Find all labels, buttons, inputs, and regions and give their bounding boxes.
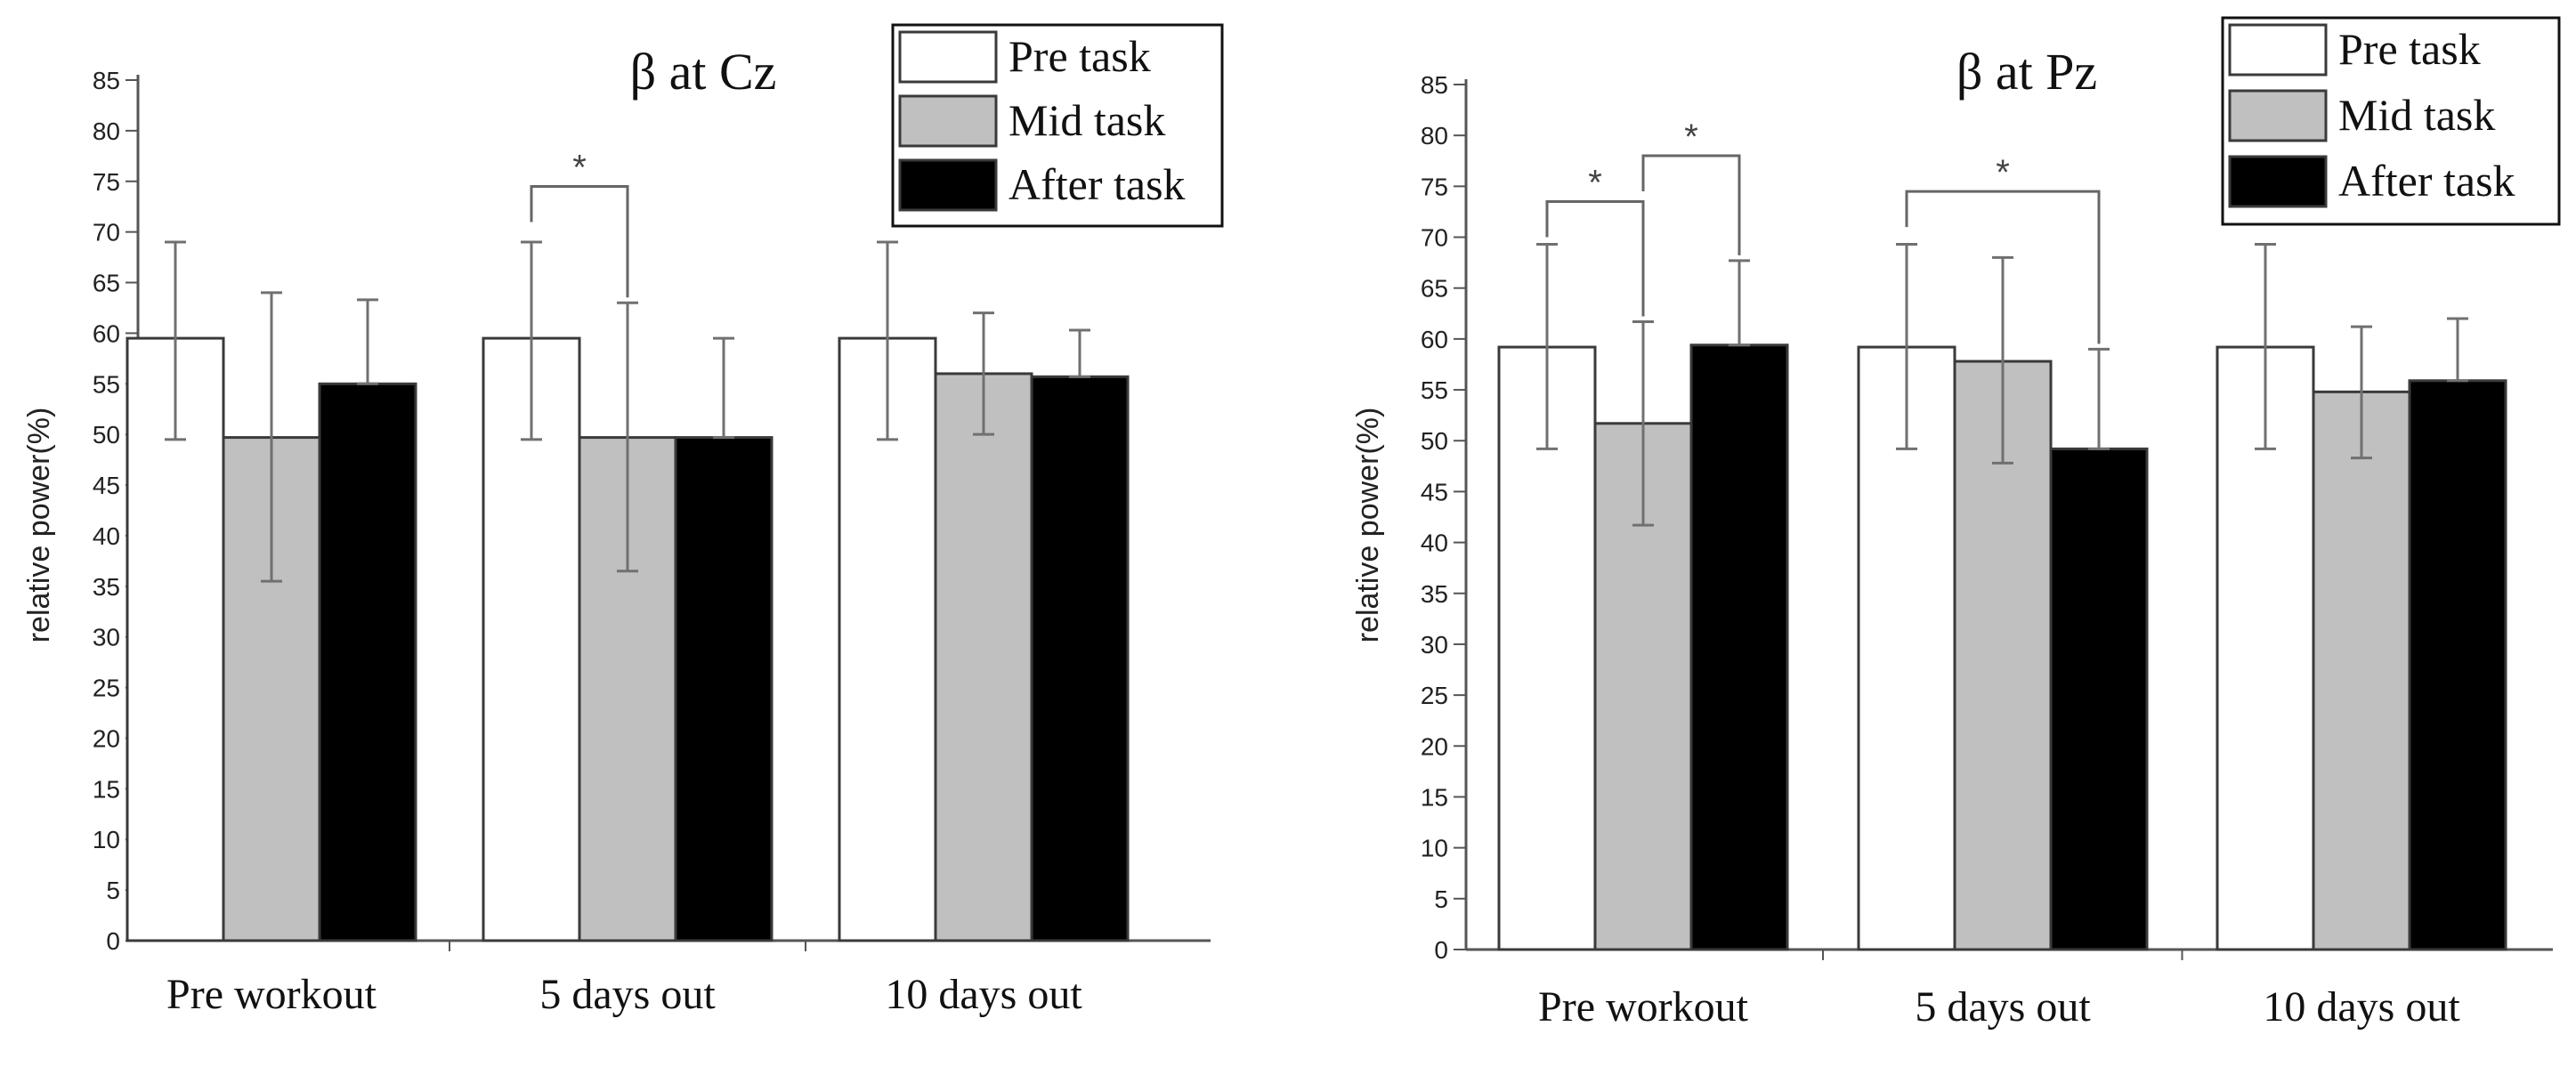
y-tick-label: 10 <box>93 826 120 853</box>
y-tick-label: 15 <box>1421 783 1448 811</box>
x-tick-label: 10 days out <box>885 971 1082 1018</box>
y-tick-label: 25 <box>93 675 120 702</box>
bar-after-task <box>1030 375 1130 942</box>
legend-label: Pre task <box>1009 31 1151 81</box>
significance-bracket <box>1641 154 1741 255</box>
chart-title: β at Pz <box>1956 43 2097 101</box>
y-tick-label: 70 <box>1421 224 1448 252</box>
legend-swatch <box>2228 23 2328 77</box>
y-axis-label: relative power(%) <box>1351 408 1385 643</box>
y-tick-label: 45 <box>93 472 120 499</box>
y-tick-label: 45 <box>1421 478 1448 505</box>
bar-pre-task <box>838 336 937 942</box>
significance-star: * <box>572 148 587 187</box>
y-tick-label: 15 <box>93 775 120 803</box>
y-tick-label: 60 <box>93 319 120 347</box>
y-tick-label: 20 <box>1421 732 1448 760</box>
y-tick-label: 40 <box>93 522 120 550</box>
x-tick-label: 10 days out <box>2263 983 2460 1031</box>
bar-after-task <box>674 436 774 942</box>
legend-label: After task <box>2338 156 2515 206</box>
significance-bracket <box>1905 190 2101 344</box>
y-tick-label: 40 <box>1421 529 1448 557</box>
y-tick-label: 75 <box>1421 173 1448 200</box>
legend-swatch <box>898 30 998 84</box>
y-tick-label: 75 <box>93 168 120 196</box>
bar-after-task <box>2408 379 2507 951</box>
y-tick-label: 55 <box>93 370 120 398</box>
chart-title: β at Cz <box>630 43 777 101</box>
significance-star: * <box>1684 117 1698 157</box>
legend: Pre task Mid task After task <box>2221 16 2561 226</box>
y-tick-label: 50 <box>1421 427 1448 455</box>
y-tick-label: 5 <box>106 877 120 904</box>
y-tick-label: 60 <box>1421 326 1448 353</box>
significance-bracket <box>1545 200 1645 317</box>
y-axis-label: relative power(%) <box>22 408 56 643</box>
legend: Pre task Mid task After task <box>891 23 1224 228</box>
y-tick-label: 85 <box>1421 71 1448 99</box>
legend-swatch <box>898 158 998 212</box>
y-tick-label: 35 <box>1421 580 1448 608</box>
chart-beta-pz: β at Pz relative power(%) 0 5 10 15 20 25 30 35… <box>1351 16 2561 1031</box>
legend-label: Mid task <box>1009 95 1165 145</box>
y-tick-label: 30 <box>1421 631 1448 659</box>
y-tick-label: 35 <box>93 573 120 601</box>
y-tick-label: 0 <box>1434 936 1448 964</box>
y-tick-label: 0 <box>106 927 120 955</box>
y-tick-label: 85 <box>93 67 120 94</box>
x-tick-label: 5 days out <box>1915 983 2091 1031</box>
chart-beta-cz: β at Cz relative power(%) 0 5 10 15 20 25 30 35… <box>22 23 1224 1018</box>
significance-bracket <box>530 184 629 298</box>
legend-swatch <box>898 94 998 148</box>
x-tick-label: Pre workout <box>166 971 377 1018</box>
y-tick-label: 10 <box>1421 835 1448 862</box>
legend-label: Pre task <box>2338 24 2481 74</box>
y-tick-label: 70 <box>93 219 120 247</box>
y-tick-label: 80 <box>1421 122 1448 150</box>
x-tick-label: Pre workout <box>1538 983 1749 1031</box>
legend-swatch <box>2228 89 2328 142</box>
significance-star: * <box>1996 153 2010 192</box>
y-tick-label: 20 <box>93 724 120 752</box>
bar-after-task <box>1689 344 1789 951</box>
y-tick-label: 80 <box>93 117 120 145</box>
legend-label: After task <box>1009 159 1186 209</box>
y-tick-label: 50 <box>93 421 120 449</box>
bar-after-task <box>2049 447 2149 951</box>
y-tick-label: 55 <box>1421 376 1448 404</box>
y-tick-label: 65 <box>1421 275 1448 303</box>
y-tick-label: 65 <box>93 270 120 297</box>
y-tick-label: 30 <box>93 624 120 651</box>
bar-after-task <box>318 382 417 942</box>
significance-star: * <box>1588 164 1602 203</box>
y-tick-label: 5 <box>1434 885 1448 913</box>
x-tick-label: 5 days out <box>539 971 716 1018</box>
bar-mid-task <box>934 372 1033 942</box>
y-tick-label: 25 <box>1421 682 1448 709</box>
legend-swatch <box>2228 155 2328 208</box>
bar-mid-task <box>2312 390 2411 951</box>
legend-label: Mid task <box>2338 90 2495 140</box>
